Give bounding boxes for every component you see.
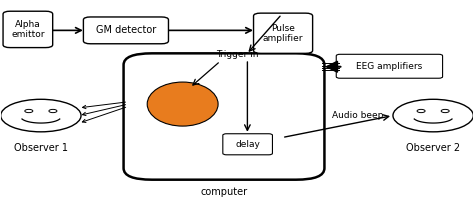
Ellipse shape <box>147 82 218 126</box>
Circle shape <box>417 109 425 113</box>
Text: computer: computer <box>201 187 247 197</box>
Text: Observer 2: Observer 2 <box>406 143 460 153</box>
Circle shape <box>393 99 474 132</box>
Text: Audio beep: Audio beep <box>332 111 383 120</box>
FancyBboxPatch shape <box>83 17 168 44</box>
FancyBboxPatch shape <box>254 13 313 53</box>
Text: delay: delay <box>235 140 260 149</box>
Text: EEG amplifiers: EEG amplifiers <box>356 62 422 71</box>
Text: Observer 1: Observer 1 <box>14 143 68 153</box>
Circle shape <box>25 109 33 113</box>
FancyBboxPatch shape <box>336 54 443 78</box>
FancyBboxPatch shape <box>3 11 53 48</box>
Text: Alpha
emittor: Alpha emittor <box>11 20 45 39</box>
FancyBboxPatch shape <box>223 134 273 155</box>
Circle shape <box>0 99 81 132</box>
Text: Pulse
amplifier: Pulse amplifier <box>263 23 303 43</box>
FancyBboxPatch shape <box>124 53 324 180</box>
Text: Trigger in: Trigger in <box>216 50 258 59</box>
Circle shape <box>49 109 57 113</box>
Text: GM detector: GM detector <box>96 25 156 35</box>
Circle shape <box>441 109 449 113</box>
